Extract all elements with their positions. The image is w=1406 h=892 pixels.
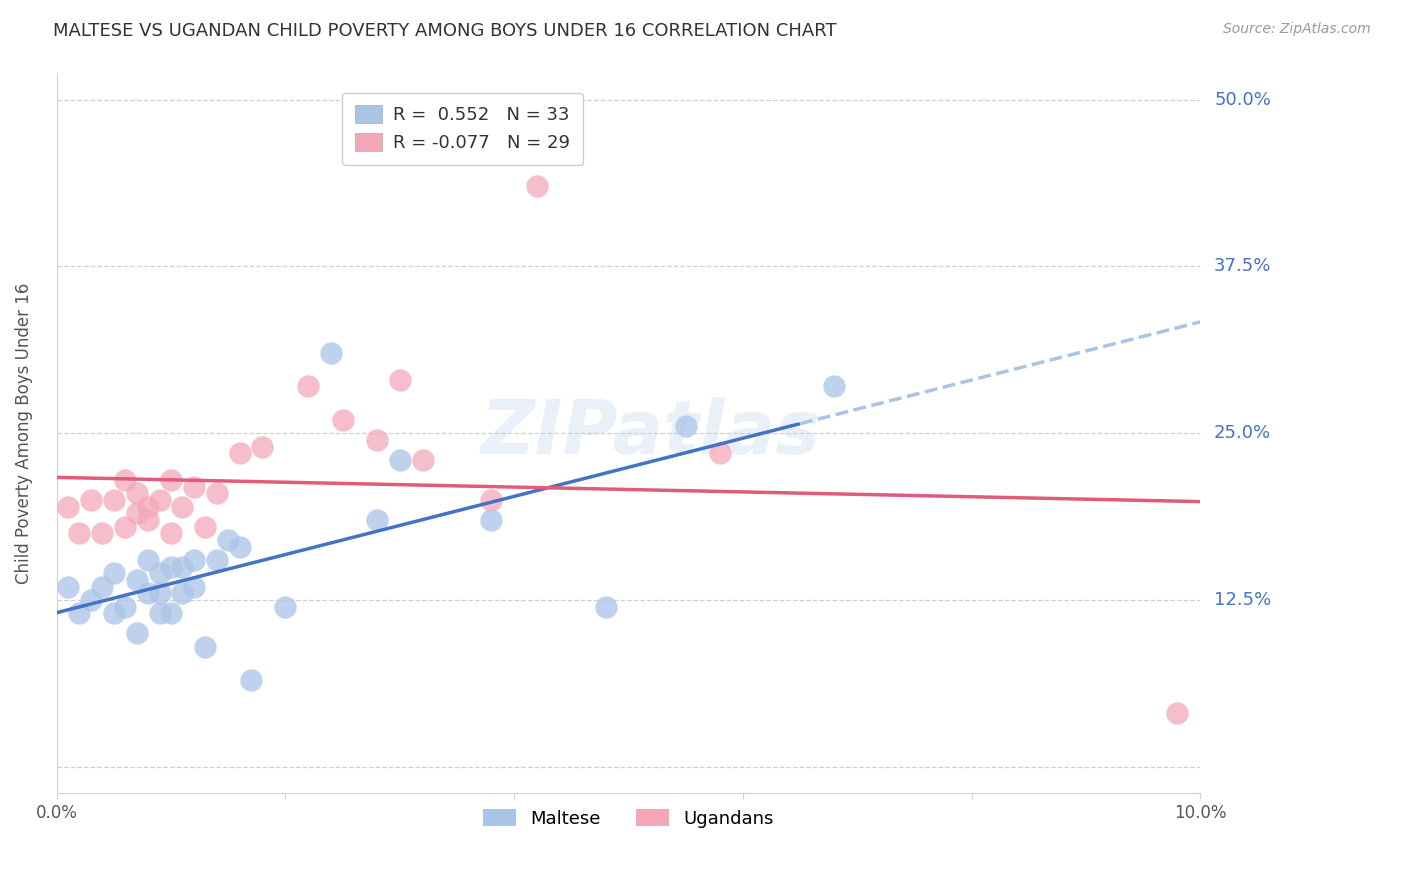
Point <box>595 599 617 614</box>
Point <box>217 533 239 547</box>
Point <box>172 559 194 574</box>
Point <box>526 179 548 194</box>
Point <box>160 473 183 487</box>
Point <box>80 492 103 507</box>
Point <box>91 580 114 594</box>
Point <box>136 553 159 567</box>
Point <box>675 419 697 434</box>
Point <box>160 559 183 574</box>
Point <box>412 453 434 467</box>
Point <box>183 479 205 493</box>
Point <box>388 373 411 387</box>
Point <box>183 580 205 594</box>
Point <box>114 599 136 614</box>
Point <box>125 573 148 587</box>
Text: Source: ZipAtlas.com: Source: ZipAtlas.com <box>1223 22 1371 37</box>
Legend: Maltese, Ugandans: Maltese, Ugandans <box>475 802 780 835</box>
Point <box>228 540 250 554</box>
Y-axis label: Child Poverty Among Boys Under 16: Child Poverty Among Boys Under 16 <box>15 283 32 584</box>
Point <box>125 486 148 500</box>
Point <box>240 673 263 687</box>
Point <box>125 506 148 520</box>
Point <box>91 526 114 541</box>
Point <box>479 492 502 507</box>
Text: ZIPatlas: ZIPatlas <box>481 397 821 470</box>
Point <box>114 473 136 487</box>
Point <box>136 500 159 514</box>
Point <box>183 553 205 567</box>
Point <box>103 607 125 621</box>
Point <box>172 586 194 600</box>
Point <box>252 440 274 454</box>
Point <box>366 433 388 447</box>
Point <box>80 593 103 607</box>
Point <box>205 553 228 567</box>
Point <box>160 526 183 541</box>
Point <box>205 486 228 500</box>
Point <box>709 446 731 460</box>
Point <box>148 586 170 600</box>
Point <box>479 513 502 527</box>
Point <box>297 379 319 393</box>
Point <box>148 607 170 621</box>
Point <box>172 500 194 514</box>
Point <box>274 599 297 614</box>
Point <box>136 586 159 600</box>
Point <box>366 513 388 527</box>
Point <box>56 580 79 594</box>
Point <box>148 566 170 581</box>
Point <box>69 607 91 621</box>
Point <box>125 626 148 640</box>
Text: 50.0%: 50.0% <box>1215 91 1271 109</box>
Text: 25.0%: 25.0% <box>1215 425 1271 442</box>
Point <box>136 513 159 527</box>
Point <box>160 607 183 621</box>
Point <box>228 446 250 460</box>
Text: MALTESE VS UGANDAN CHILD POVERTY AMONG BOYS UNDER 16 CORRELATION CHART: MALTESE VS UGANDAN CHILD POVERTY AMONG B… <box>53 22 837 40</box>
Point <box>114 519 136 533</box>
Point <box>103 566 125 581</box>
Point <box>388 453 411 467</box>
Text: 37.5%: 37.5% <box>1215 258 1271 276</box>
Point <box>332 413 354 427</box>
Text: 12.5%: 12.5% <box>1215 591 1271 609</box>
Point <box>194 519 217 533</box>
Point <box>194 640 217 654</box>
Point <box>56 500 79 514</box>
Point <box>823 379 845 393</box>
Point <box>69 526 91 541</box>
Point <box>319 346 342 360</box>
Point <box>148 492 170 507</box>
Point <box>103 492 125 507</box>
Point <box>1166 706 1188 721</box>
